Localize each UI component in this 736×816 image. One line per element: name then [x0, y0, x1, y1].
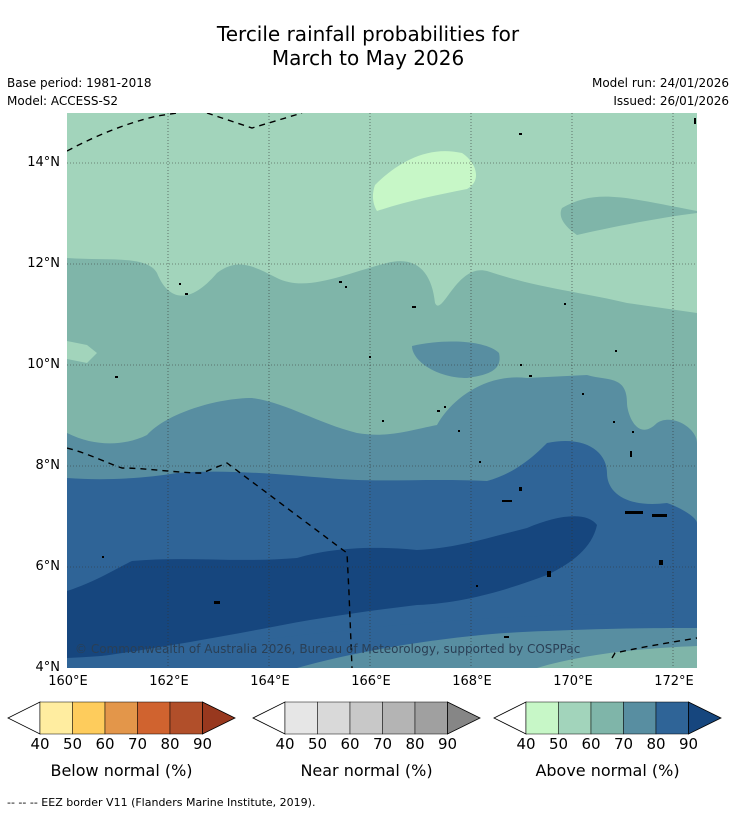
colorbar-below-min-arrow: [7, 701, 41, 735]
colorbar-above-swatch: [623, 701, 657, 735]
islands: [102, 118, 696, 638]
near-tick: 60: [340, 735, 360, 753]
colorbar-below-swatch: [72, 701, 106, 735]
copyright-notice: © Commonwealth of Australia 2026, Bureau…: [75, 642, 580, 656]
colorbar-above-swatch: [590, 701, 624, 735]
below-tick: 90: [192, 735, 213, 753]
below-tick: 50: [62, 735, 83, 753]
colorbar-near-max-arrow: [447, 701, 481, 735]
colorbar-above-swatch: [655, 701, 689, 735]
lat-label-8n: 8°N: [35, 458, 61, 473]
issued-date: Issued: 26/01/2026: [613, 94, 729, 108]
colorbar-above: [493, 701, 722, 735]
colorbar-below-swatch: [137, 701, 171, 735]
colorbar-below: [7, 701, 236, 735]
lon-label-166e: 166°E: [351, 674, 391, 689]
colorbar-above-min-arrow: [493, 701, 527, 735]
above-tick: 80: [646, 735, 666, 753]
lon-label-172e: 172°E: [654, 674, 694, 689]
map-canvas: © Commonwealth of Australia 2026, Bureau…: [67, 113, 697, 668]
colorbar-near: [252, 701, 481, 735]
lat-label-14n: 14°N: [27, 155, 60, 170]
near-tick: 50: [307, 735, 328, 753]
colorbar-near-min-arrow: [252, 701, 286, 735]
lon-label-170e: 170°E: [553, 674, 593, 689]
below-tick: 60: [95, 735, 115, 753]
colorbar-near-swatch: [317, 701, 351, 735]
colorbar-above-max-arrow: [688, 701, 722, 735]
eez-border: [67, 113, 697, 668]
lon-label-160e: 160°E: [48, 674, 88, 689]
model-name: Model: ACCESS-S2: [7, 94, 119, 108]
near-tick: 80: [405, 735, 425, 753]
above-tick: 40: [516, 735, 536, 753]
colorbar-above-swatch: [525, 701, 559, 735]
colorbar-near-label: Near normal (%): [300, 761, 433, 780]
meta-right: Model run: 24/01/2026 Issued: 26/01/2026: [592, 74, 729, 110]
colorbar-below-swatch: [39, 701, 73, 735]
graticule: [67, 113, 697, 668]
above-tick: 60: [581, 735, 601, 753]
zone-above-40: [372, 151, 477, 211]
colorbar-above-swatch: [558, 701, 592, 735]
eez-legend-note: -- -- -- EEZ border V11 (Flanders Marine…: [7, 796, 316, 809]
zone-above-60-patch-ne: [560, 196, 697, 235]
base-period: Base period: 1981-2018: [7, 76, 152, 90]
meta-left: Base period: 1981-2018 Model: ACCESS-S2: [7, 74, 152, 110]
zone-above-60-south: [537, 646, 697, 668]
colorbars: [7, 701, 722, 735]
lat-label-10n: 10°N: [27, 357, 60, 372]
near-tick: 70: [372, 735, 393, 753]
lat-label-4n: 4°N: [35, 660, 61, 675]
probability-map: © Commonwealth of Australia 2026, Bureau…: [67, 113, 697, 668]
colorbar-near-swatch: [349, 701, 383, 735]
zone-above-50-patch: [67, 341, 97, 363]
above-tick: 70: [613, 735, 634, 753]
colorbar-below-swatch: [169, 701, 203, 735]
lon-label-168e: 168°E: [452, 674, 492, 689]
lon-label-164e: 164°E: [250, 674, 290, 689]
map-title: Tercile rainfall probabilities for March…: [0, 22, 736, 70]
zone-above-70-patch: [412, 341, 500, 378]
below-tick: 80: [160, 735, 180, 753]
title-line-1: Tercile rainfall probabilities for: [216, 22, 520, 46]
near-tick: 90: [437, 735, 458, 753]
lon-label-162e: 162°E: [149, 674, 189, 689]
colorbar-below-label: Below normal (%): [50, 761, 193, 780]
near-tick: 40: [275, 735, 295, 753]
colorbar-near-swatch: [414, 701, 448, 735]
below-tick: 40: [30, 735, 50, 753]
colorbar-above-label: Above normal (%): [535, 761, 680, 780]
lat-label-6n: 6°N: [35, 559, 61, 574]
colorbar-below-swatch: [104, 701, 138, 735]
title-line-2: March to May 2026: [271, 46, 465, 70]
above-tick: 90: [678, 735, 699, 753]
colorbar-near-swatch: [382, 701, 416, 735]
zone-above-90: [67, 516, 597, 661]
below-tick: 70: [127, 735, 148, 753]
above-tick: 50: [548, 735, 569, 753]
model-run: Model run: 24/01/2026: [591, 76, 729, 90]
colorbar-below-max-arrow: [202, 701, 236, 735]
colorbar-near-swatch: [284, 701, 318, 735]
lat-label-12n: 12°N: [27, 256, 60, 271]
